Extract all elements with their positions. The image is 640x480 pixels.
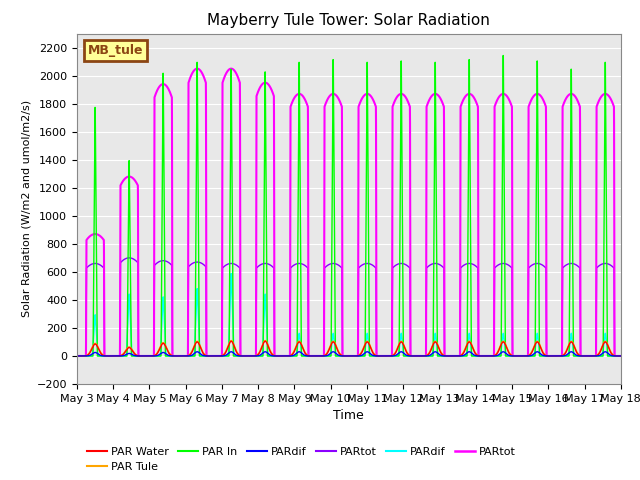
Text: MB_tule: MB_tule [88, 44, 143, 57]
Legend: PAR Water, PAR Tule, PAR In, PARdif, PARtot, PARdif, PARtot: PAR Water, PAR Tule, PAR In, PARdif, PAR… [83, 442, 520, 477]
Title: Mayberry Tule Tower: Solar Radiation: Mayberry Tule Tower: Solar Radiation [207, 13, 490, 28]
Y-axis label: Solar Radiation (W/m2 and umol/m2/s): Solar Radiation (W/m2 and umol/m2/s) [21, 100, 31, 317]
X-axis label: Time: Time [333, 409, 364, 422]
